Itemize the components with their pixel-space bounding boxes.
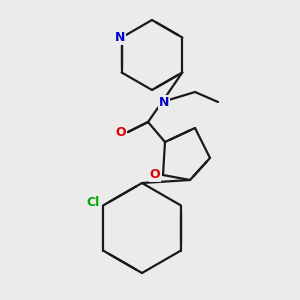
Text: O: O [116,125,126,139]
Text: Cl: Cl [86,196,100,209]
Text: O: O [150,169,160,182]
Text: N: N [115,31,125,44]
Text: N: N [159,95,169,109]
